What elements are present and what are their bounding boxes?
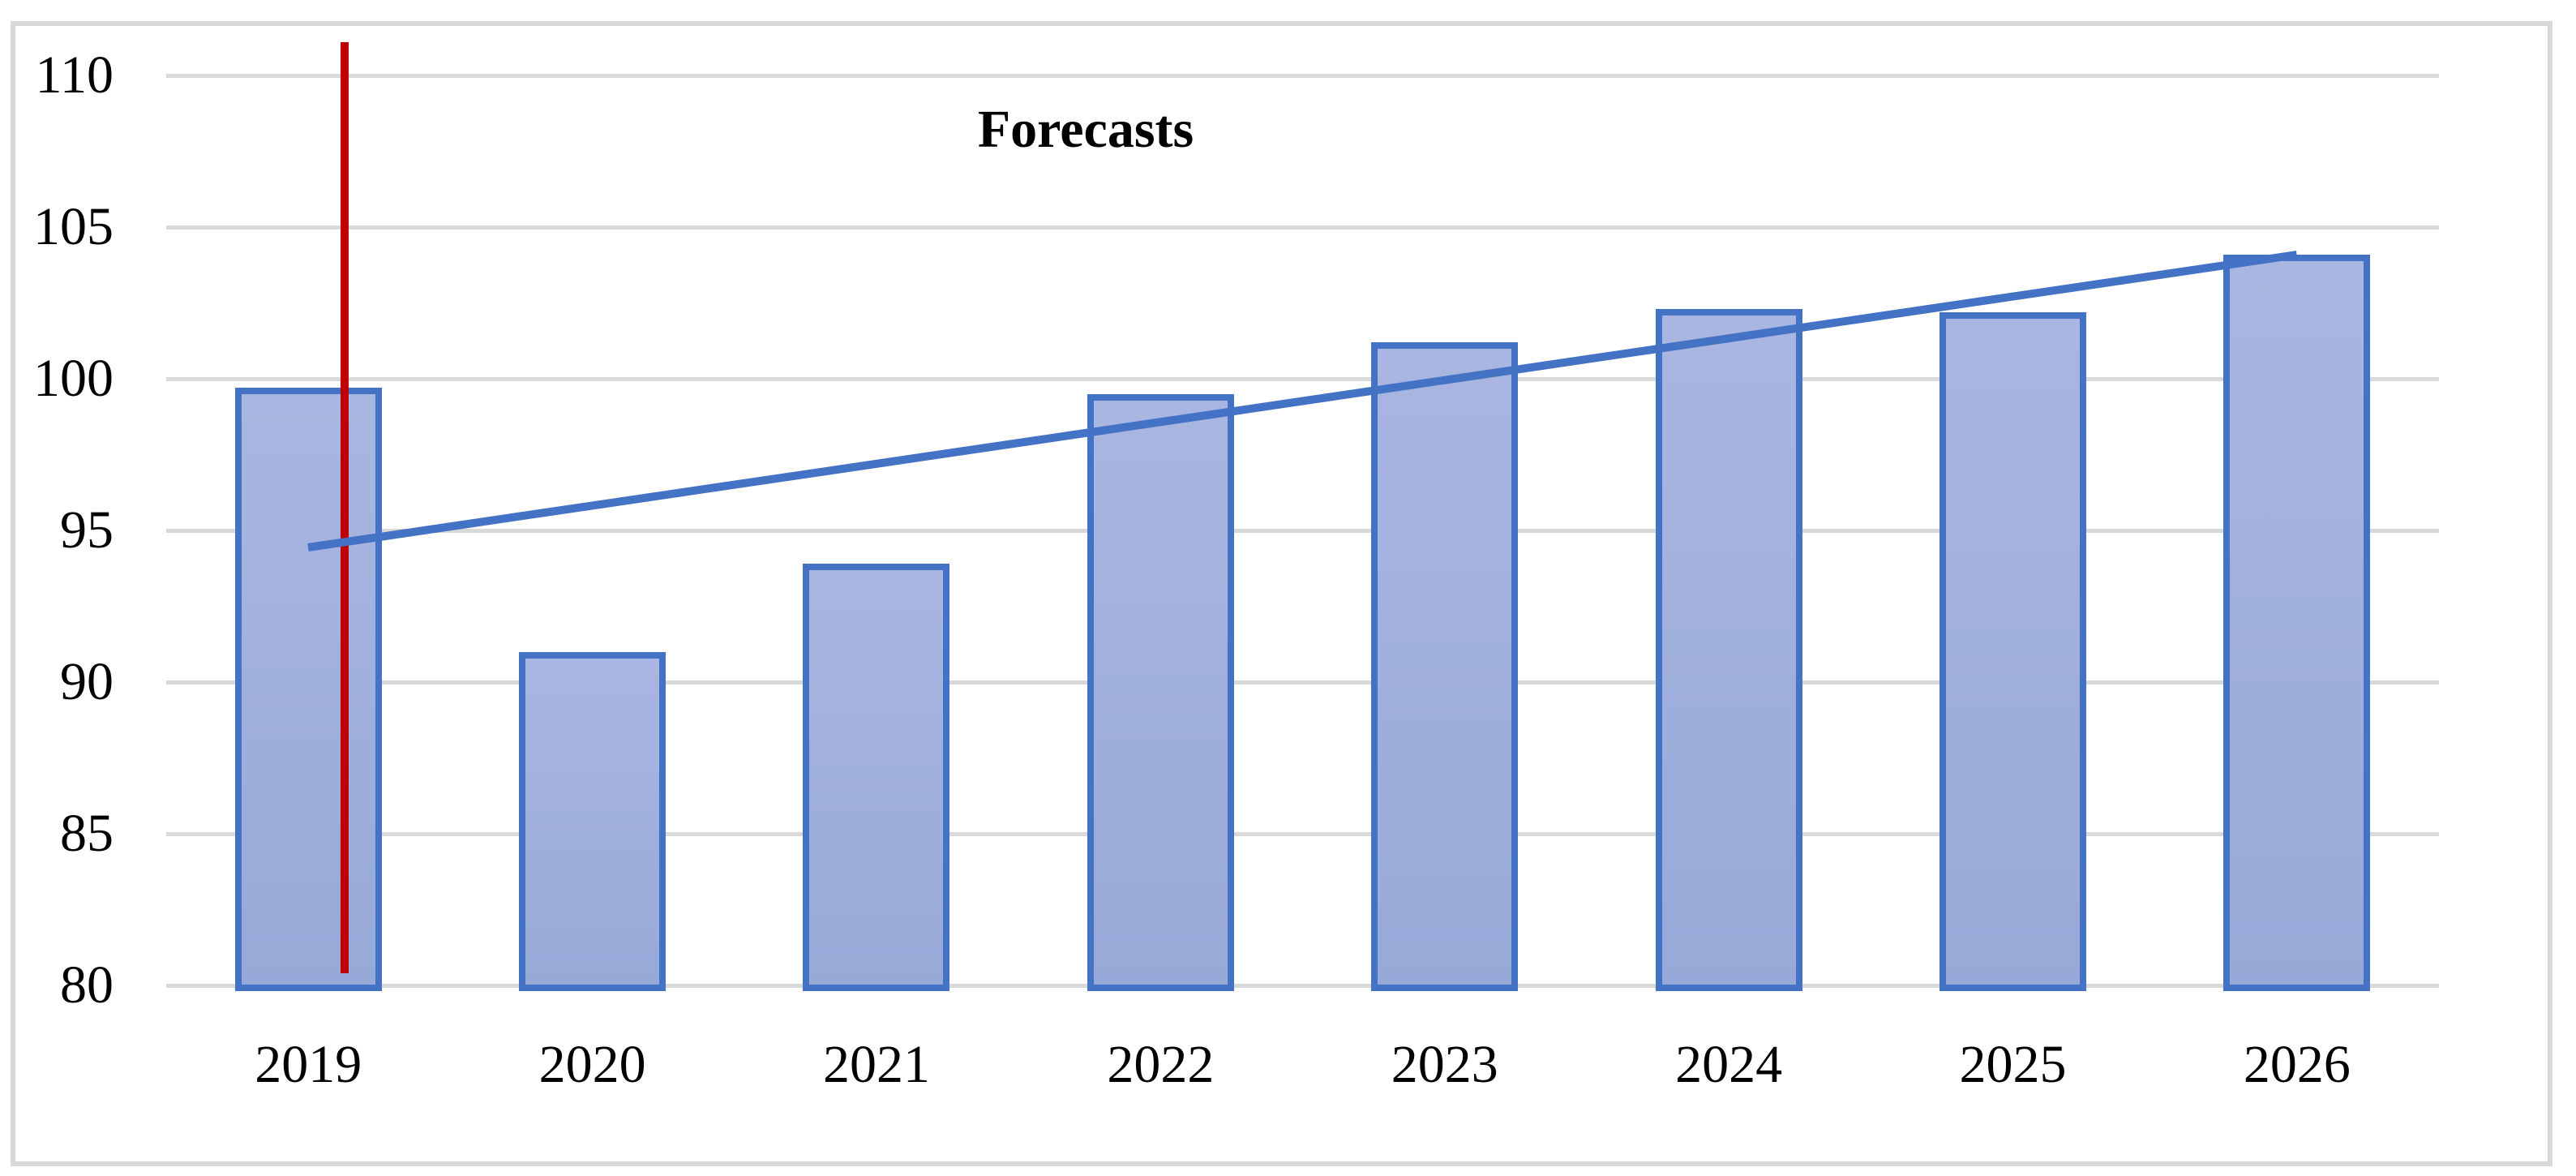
gridline — [166, 984, 2439, 988]
gridline — [166, 74, 2439, 78]
marker-line — [341, 41, 349, 974]
x-tick-label: 2023 — [1391, 1035, 1498, 1094]
bar — [519, 651, 667, 991]
bar — [1371, 342, 1519, 991]
y-tick-label: 80 — [60, 955, 114, 1015]
bar — [803, 564, 950, 991]
x-tick-label: 2025 — [1959, 1035, 2067, 1094]
y-tick-label: 90 — [60, 652, 114, 711]
x-tick-label: 2024 — [1675, 1035, 1783, 1094]
bar — [234, 388, 382, 991]
x-tick-label: 2021 — [822, 1035, 930, 1094]
gridline — [166, 680, 2439, 685]
y-tick-label: 85 — [60, 804, 114, 863]
bar — [1939, 311, 2086, 991]
x-tick-label: 2020 — [538, 1035, 646, 1094]
bar — [2223, 254, 2371, 991]
x-tick-label: 2019 — [255, 1035, 362, 1094]
gridline — [166, 225, 2439, 230]
y-tick-label: 110 — [35, 45, 114, 105]
gridline — [166, 529, 2439, 533]
y-tick-label: 100 — [33, 349, 114, 408]
gridline — [166, 377, 2439, 381]
chart-border-frame — [11, 21, 2552, 1166]
chart-title: Forecasts — [977, 100, 1194, 159]
x-tick-label: 2022 — [1107, 1035, 1215, 1094]
y-tick-label: 95 — [60, 500, 114, 560]
bar — [1655, 308, 1802, 991]
gridline — [166, 832, 2439, 836]
x-tick-label: 2026 — [2243, 1035, 2351, 1094]
bar — [1087, 393, 1234, 991]
y-tick-label: 105 — [33, 197, 114, 256]
